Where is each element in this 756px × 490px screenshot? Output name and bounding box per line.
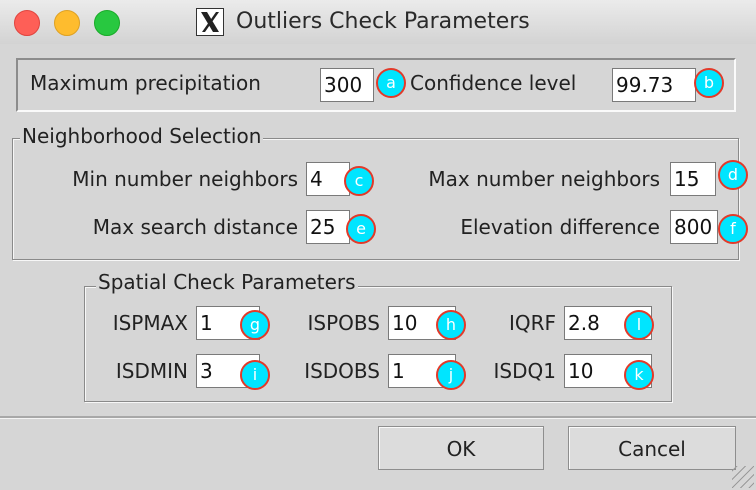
x11-icon	[196, 8, 224, 36]
main-parameters-frame: Maximum precipitation a Confidence level…	[16, 58, 736, 112]
max-neighbors-label: Max number neighbors	[428, 167, 660, 191]
annotation-badge-h: h	[436, 310, 466, 340]
neighborhood-legend: Neighborhood Selection	[20, 124, 264, 148]
isdq1-label: ISDQ1	[493, 359, 556, 383]
max-precip-label: Maximum precipitation	[30, 71, 261, 95]
cancel-button[interactable]: Cancel	[568, 426, 736, 470]
max-distance-label: Max search distance	[92, 215, 298, 239]
annotation-badge-d: d	[718, 160, 748, 190]
min-neighbors-input[interactable]	[306, 162, 350, 196]
iqrf-label: IQRF	[508, 311, 556, 335]
elevation-diff-input[interactable]	[670, 210, 718, 244]
elevation-diff-label: Elevation difference	[460, 215, 660, 239]
neighborhood-group	[12, 138, 739, 260]
close-window-button[interactable]	[14, 10, 40, 36]
zoom-window-button[interactable]	[94, 10, 120, 36]
confidence-label: Confidence level	[410, 71, 577, 95]
isdmin-label: ISDMIN	[115, 359, 188, 383]
annotation-badge-b: b	[694, 68, 724, 98]
ispobs-label: ISPOBS	[307, 311, 380, 335]
annotation-badge-g: g	[240, 310, 270, 340]
dialog-content: Maximum precipitation a Confidence level…	[0, 44, 756, 490]
annotation-badge-i: i	[240, 360, 270, 390]
isdobs-label: ISDOBS	[304, 359, 380, 383]
ok-button[interactable]: OK	[378, 426, 544, 470]
title-bar[interactable]: Outliers Check Parameters	[0, 0, 756, 45]
max-distance-input[interactable]	[306, 210, 350, 244]
max-precip-input[interactable]	[320, 68, 374, 102]
annotation-badge-a: a	[376, 68, 406, 98]
window-title: Outliers Check Parameters	[236, 9, 530, 34]
ispmax-label: ISPMAX	[112, 311, 188, 335]
min-neighbors-label: Min number neighbors	[72, 167, 298, 191]
confidence-input[interactable]	[612, 68, 696, 102]
spatial-legend: Spatial Check Parameters	[96, 270, 358, 294]
annotation-badge-f: f	[718, 214, 748, 244]
annotation-badge-k: k	[624, 360, 654, 390]
max-neighbors-input[interactable]	[670, 162, 716, 196]
annotation-badge-j: j	[436, 360, 466, 390]
resize-grip-icon[interactable]	[732, 466, 754, 488]
annotation-badge-e: e	[346, 214, 376, 244]
button-divider	[0, 416, 756, 419]
annotation-badge-l: l	[624, 310, 654, 340]
minimize-window-button[interactable]	[54, 10, 80, 36]
spatial-group	[84, 286, 672, 402]
annotation-badge-c: c	[344, 166, 374, 196]
